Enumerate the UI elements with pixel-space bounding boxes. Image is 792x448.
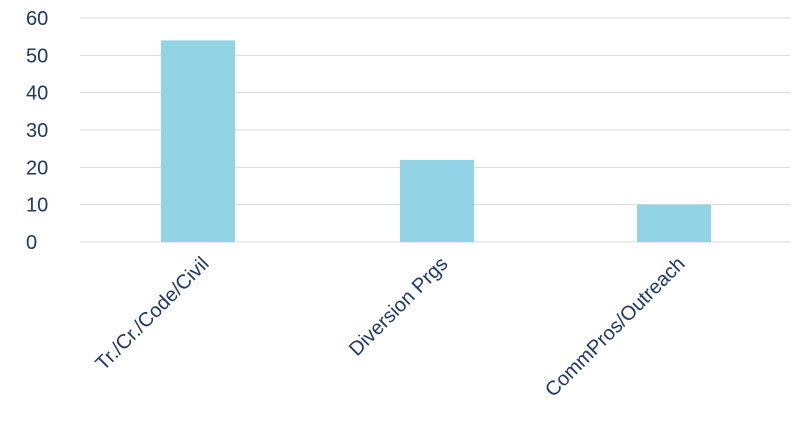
y-tick-label-30: 30 <box>26 120 48 142</box>
y-tick-label-40: 40 <box>26 83 48 105</box>
bar-2 <box>637 204 711 242</box>
bar-0 <box>161 40 235 243</box>
y-tick-label-0: 0 <box>26 232 37 254</box>
x-axis-category-labels: Tr./Cr./Code/Civil Diversion Prgs CommPros… <box>92 253 690 401</box>
x-category-label-0: Tr./Cr./Code/Civil <box>92 253 214 375</box>
x-category-label-2: CommPros/Outreach <box>541 253 689 401</box>
y-tick-label-60: 60 <box>26 8 48 30</box>
bar-1 <box>400 159 474 242</box>
y-tick-label-10: 10 <box>26 195 48 217</box>
y-tick-label-20: 20 <box>26 157 48 179</box>
bars <box>161 40 711 243</box>
y-tick-label-50: 50 <box>26 45 48 67</box>
x-category-label-1: Diversion Prgs <box>345 253 453 361</box>
y-axis-tick-labels: 0 10 20 30 40 50 60 <box>26 8 48 254</box>
